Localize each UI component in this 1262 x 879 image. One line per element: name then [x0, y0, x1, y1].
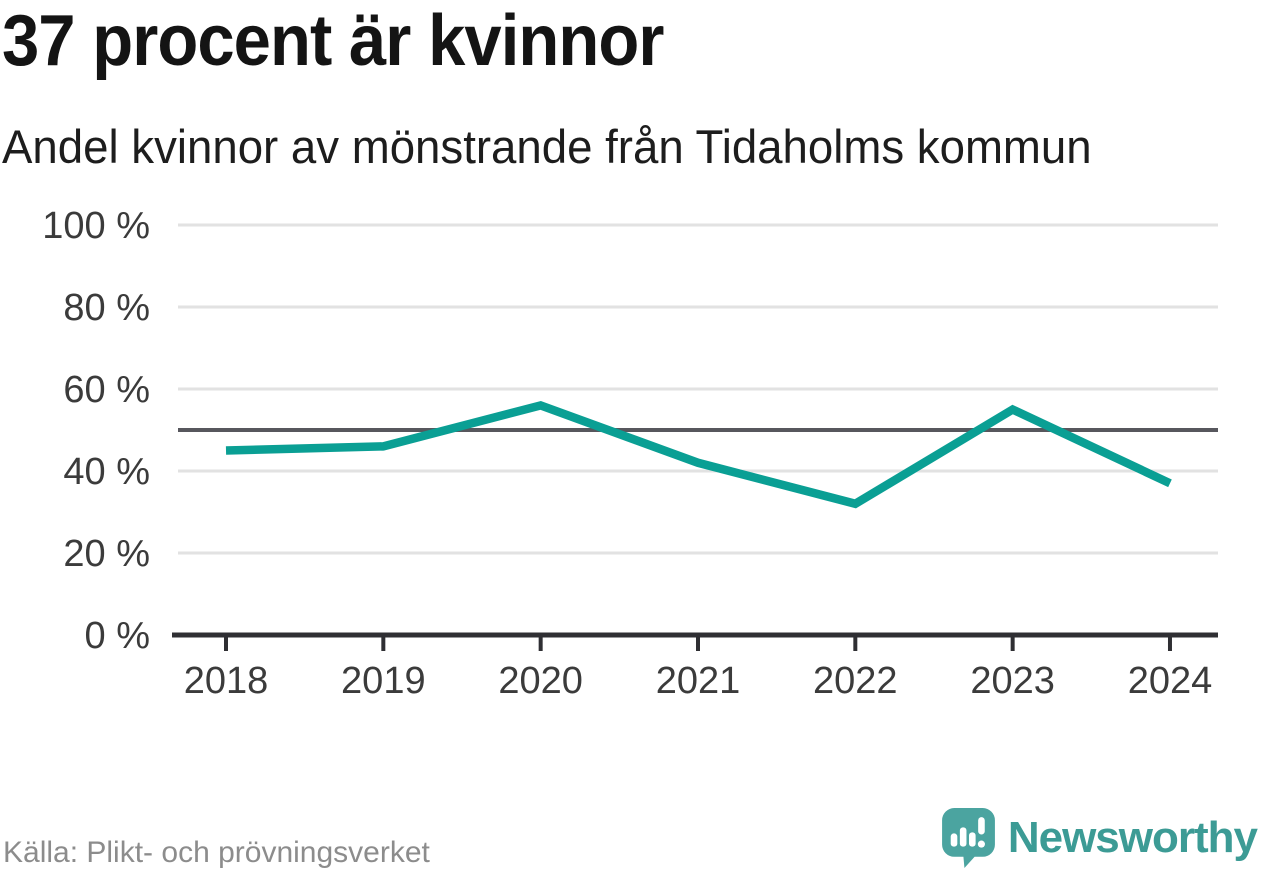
x-tick-label: 2019 [341, 660, 426, 702]
speech-bubble-shape [941, 808, 995, 868]
chart-title: 37 procent är kvinnor [2, 1, 664, 81]
newsworthy-logo: Newsworthy [940, 806, 1258, 869]
x-tick-label: 2022 [813, 660, 898, 702]
source-note: Källa: Plikt- och prövningsverket [3, 836, 430, 869]
x-tick-label: 2021 [656, 660, 741, 702]
y-tick-label: 100 % [42, 205, 150, 247]
newsworthy-logo-icon [941, 808, 995, 868]
y-tick-label: 40 % [63, 451, 150, 493]
x-tick-label: 2024 [1128, 660, 1213, 702]
chart-subtitle: Andel kvinnor av mönstrande från Tidahol… [2, 120, 1092, 173]
bar-chart-exclamation-glyph [950, 817, 985, 848]
x-tick-label: 2023 [970, 660, 1055, 702]
y-tick-label: 20 % [63, 533, 150, 575]
y-tick-label: 80 % [63, 287, 150, 329]
line-chart: 0 % 20 % 40 % 60 % 80 % 100 % 2018 2019 2020 2021… [42, 205, 1218, 702]
y-tick-label: 60 % [63, 369, 150, 411]
x-tick-label: 2020 [498, 660, 583, 702]
y-tick-label: 0 % [85, 615, 150, 657]
data-line [225, 400, 1172, 509]
newsworthy-logo-text: Newsworthy [1007, 812, 1258, 862]
x-tick-label: 2018 [184, 660, 269, 702]
